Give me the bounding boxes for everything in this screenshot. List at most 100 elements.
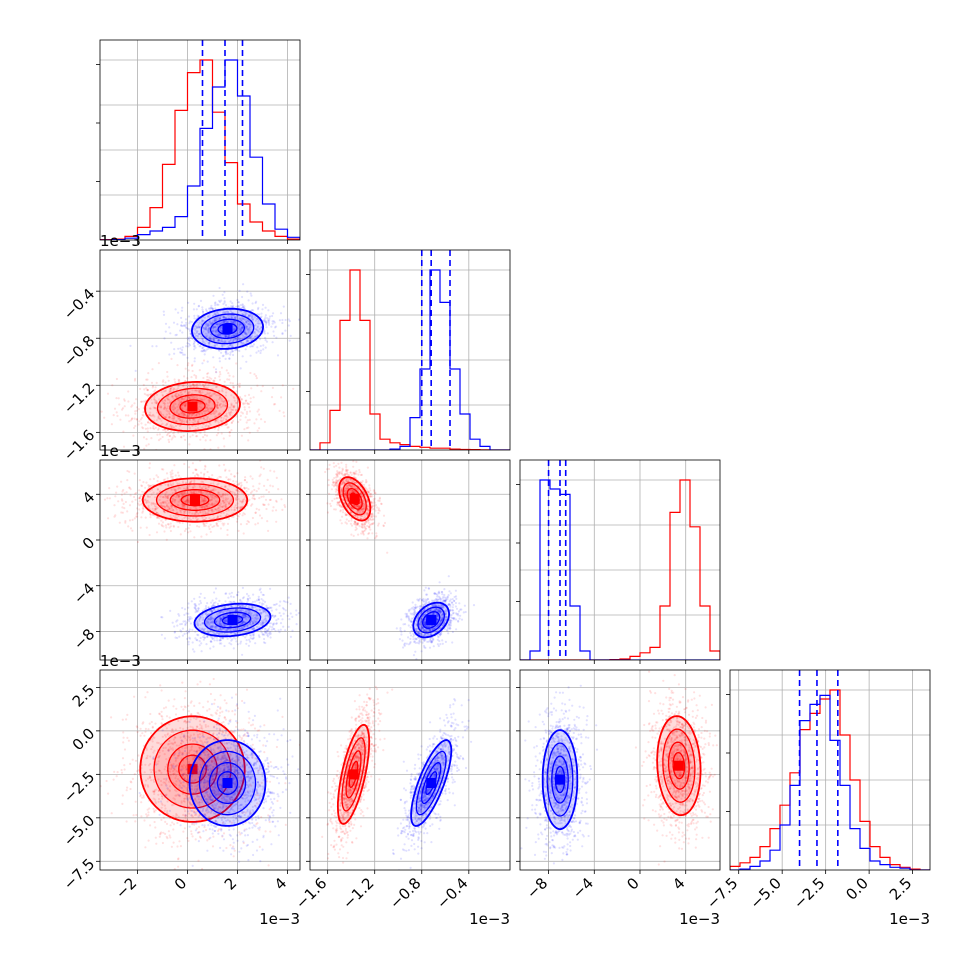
scatter-point — [176, 405, 179, 408]
scatter-point — [157, 417, 160, 420]
scatter-point — [181, 348, 184, 352]
scatter-point — [143, 388, 146, 391]
scatter-point — [214, 416, 217, 419]
scatter-point — [206, 375, 209, 378]
scatter-point — [119, 418, 122, 421]
scatter-point — [240, 323, 243, 326]
scatter-point — [241, 295, 244, 299]
scatter-point — [146, 430, 149, 433]
scatter-point — [215, 409, 218, 412]
scatter-point — [202, 376, 205, 380]
scatter-point — [238, 328, 241, 331]
scatter-point — [244, 314, 247, 317]
scatter-point — [273, 470, 276, 473]
scatter-point — [154, 407, 158, 410]
scatter-point — [146, 378, 149, 381]
scatter-point — [197, 333, 200, 336]
scatter-point — [163, 402, 166, 405]
scatter-point — [198, 325, 201, 328]
scatter-point — [198, 596, 201, 599]
scatter-point — [282, 305, 285, 308]
scatter-point — [194, 389, 197, 392]
scatter-point — [382, 514, 386, 517]
scatter-point — [201, 308, 204, 311]
scatter-point — [287, 596, 290, 599]
scatter-point — [171, 475, 174, 478]
scatter-point — [242, 596, 245, 599]
scatter-point — [263, 420, 266, 423]
scatter-point — [241, 312, 244, 315]
scatter-point — [212, 412, 215, 415]
scatter-point — [170, 405, 173, 408]
scatter-point — [207, 379, 211, 382]
scatter-point — [274, 629, 277, 632]
scatter-point — [195, 412, 199, 416]
contour-line — [156, 387, 229, 426]
scatter-point — [208, 391, 211, 395]
scatter-point — [256, 346, 259, 349]
scatter-point — [335, 464, 338, 467]
scatter-point — [192, 421, 195, 424]
scatter-point — [237, 456, 239, 458]
scatter-point — [227, 408, 230, 411]
scatter-point — [275, 608, 278, 611]
scatter-point — [245, 639, 248, 642]
scatter-point — [282, 600, 285, 603]
scatter-point — [165, 409, 168, 412]
scatter-point — [248, 597, 251, 600]
histogram-panel-2 — [520, 460, 720, 660]
scatter-point — [245, 321, 248, 324]
scatter-point — [237, 338, 240, 341]
scatter-point — [145, 393, 148, 396]
scatter-point — [291, 629, 294, 632]
scatter-point — [225, 369, 228, 372]
scatter-point — [237, 301, 240, 304]
scatter-point — [149, 411, 152, 414]
scatter-point — [128, 519, 132, 522]
scatter-point — [253, 330, 256, 333]
scatter-point — [263, 317, 266, 321]
scatter-point — [221, 345, 224, 349]
scatter-point — [185, 419, 189, 422]
scatter-point — [238, 325, 241, 328]
scatter-point — [192, 471, 195, 474]
scatter-point — [149, 516, 152, 519]
scatter-point — [115, 397, 118, 400]
scatter-point — [222, 637, 225, 640]
scatter-point — [211, 307, 214, 310]
scatter-point — [230, 305, 233, 308]
scatter-point — [215, 524, 218, 527]
scatter-point — [237, 312, 240, 315]
scatter-point — [260, 598, 263, 601]
scatter-point — [176, 323, 179, 326]
scatter-point — [238, 482, 241, 485]
scatter-point — [173, 630, 177, 633]
scatter-point — [271, 314, 274, 318]
scatter-point — [199, 601, 203, 605]
scatter-point — [171, 621, 174, 624]
scatter-point — [273, 403, 277, 406]
scatter-point — [225, 422, 229, 425]
scatter-point — [200, 650, 203, 653]
scatter-point — [211, 407, 214, 410]
scatter-point — [232, 304, 235, 307]
scatter-point — [245, 642, 248, 645]
scatter-point — [180, 413, 183, 416]
scatter-point — [230, 403, 233, 406]
scatter-point — [274, 325, 278, 328]
scatter-point — [166, 397, 169, 401]
scatter-point — [248, 326, 251, 330]
scatter-point — [262, 467, 265, 470]
scatter-point — [155, 345, 158, 348]
scatter-point — [260, 312, 263, 315]
scatter-point — [211, 474, 214, 477]
scatter-point — [173, 411, 176, 414]
scatter-point — [262, 319, 265, 322]
scatter-point — [115, 411, 118, 414]
histogram-panel-0 — [100, 40, 300, 240]
scatter-point — [201, 337, 204, 340]
scatter-point — [226, 378, 229, 381]
scatter-point — [189, 336, 193, 339]
scatter-point — [226, 637, 229, 640]
scatter-point — [255, 599, 258, 602]
